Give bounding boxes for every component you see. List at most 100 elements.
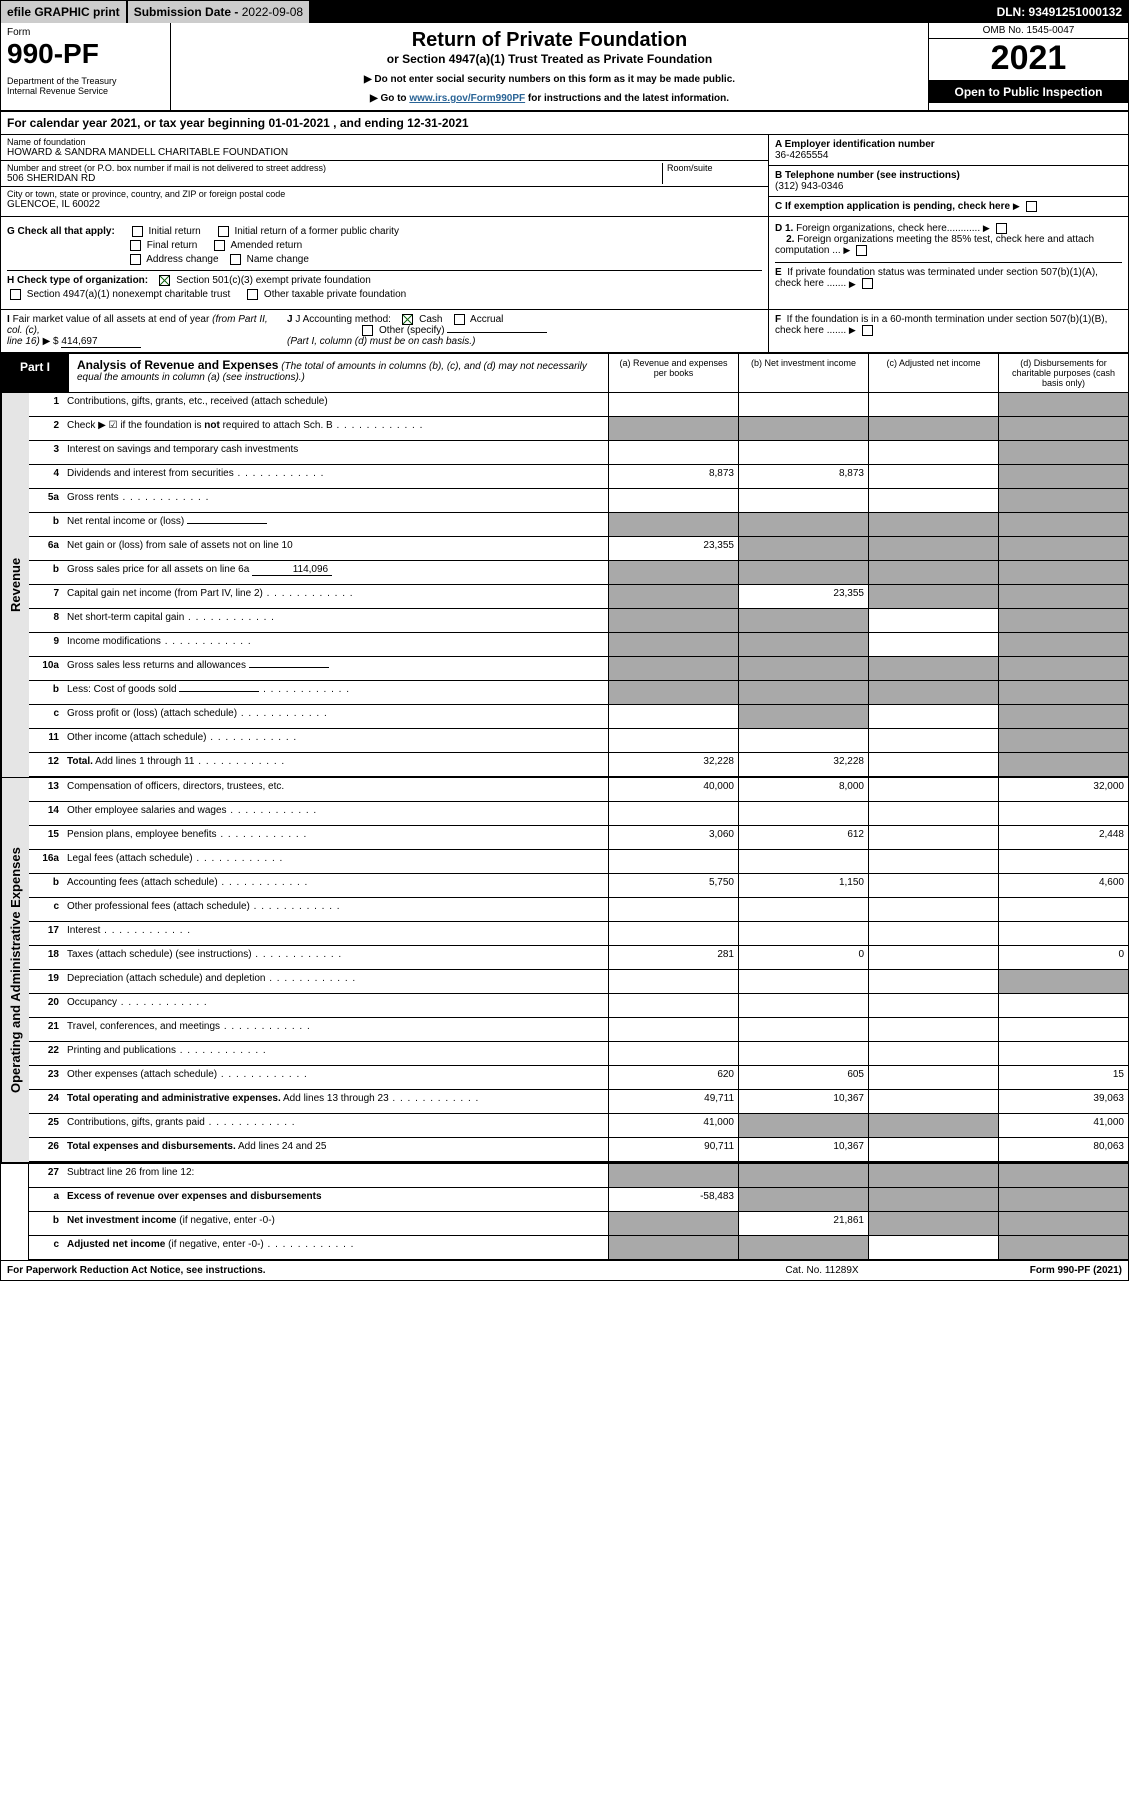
arrow-icon: [849, 325, 856, 336]
form-note2: ▶ Go to www.irs.gov/Form990PF for instru…: [179, 93, 920, 104]
header-left: Form 990-PF Department of the Treasury I…: [1, 23, 171, 110]
table-row: 12 Total. Add lines 1 through 11 32,228 …: [29, 753, 1128, 777]
cell-b: [738, 922, 868, 945]
h2-checkbox[interactable]: [10, 289, 21, 300]
g1-checkbox[interactable]: [132, 226, 143, 237]
cell-a: [608, 802, 738, 825]
g3-checkbox[interactable]: [130, 240, 141, 251]
cell-a: [608, 561, 738, 584]
exemption-section: C If exemption application is pending, c…: [769, 197, 1128, 216]
table-row: 3 Interest on savings and temporary cash…: [29, 441, 1128, 465]
row-label: Depreciation (attach schedule) and deple…: [63, 970, 608, 993]
cell-c: [868, 681, 998, 704]
cell-c: [868, 393, 998, 416]
row-number: 27: [29, 1164, 63, 1187]
row-label: Gross sales price for all assets on line…: [63, 561, 608, 584]
j-accrual-checkbox[interactable]: [454, 314, 465, 325]
g4-checkbox[interactable]: [214, 240, 225, 251]
row-number: 4: [29, 465, 63, 488]
address: 506 SHERIDAN RD: [7, 173, 662, 184]
cell-d: [998, 1236, 1128, 1259]
cell-c: [868, 705, 998, 728]
g6-checkbox[interactable]: [230, 254, 241, 265]
cell-c: [868, 1042, 998, 1065]
cell-d: [998, 753, 1128, 776]
cell-c: [868, 1114, 998, 1137]
cell-d: [998, 609, 1128, 632]
cell-d: 80,063: [998, 1138, 1128, 1161]
cell-b: [738, 513, 868, 536]
row-number: 15: [29, 826, 63, 849]
fmv-block: I Fair market value of all assets at end…: [1, 310, 1128, 354]
cell-b: 10,367: [738, 1138, 868, 1161]
part1-header: Part I Analysis of Revenue and Expenses …: [1, 354, 1128, 393]
j-other-checkbox[interactable]: [362, 325, 373, 336]
bottom-table: 27 Subtract line 26 from line 12: a Exce…: [1, 1162, 1128, 1260]
cell-a: 5,750: [608, 874, 738, 897]
j-label: J Accounting method:: [295, 314, 391, 325]
row-number: 12: [29, 753, 63, 776]
g2-checkbox[interactable]: [218, 226, 229, 237]
cell-a: [608, 1236, 738, 1259]
cell-c: [868, 1090, 998, 1113]
e-checkbox[interactable]: [862, 278, 873, 289]
row-number: c: [29, 705, 63, 728]
arrow-icon: [843, 245, 850, 256]
foundation-name: HOWARD & SANDRA MANDELL CHARITABLE FOUND…: [7, 147, 762, 158]
row-label: Contributions, gifts, grants paid: [63, 1114, 608, 1137]
header-mid: Return of Private Foundation or Section …: [171, 23, 928, 110]
form-link[interactable]: www.irs.gov/Form990PF: [409, 93, 525, 104]
row-label: Total expenses and disbursements. Add li…: [63, 1138, 608, 1161]
cell-b: [738, 633, 868, 656]
row-number: 6a: [29, 537, 63, 560]
cell-d: [998, 898, 1128, 921]
cell-a: [608, 657, 738, 680]
cell-d: [998, 729, 1128, 752]
h3-checkbox[interactable]: [247, 289, 258, 300]
cell-d: [998, 489, 1128, 512]
g3-label: Final return: [147, 240, 198, 251]
row-label: Accounting fees (attach schedule): [63, 874, 608, 897]
cell-b: [738, 970, 868, 993]
addr-label: Number and street (or P.O. box number if…: [7, 163, 662, 173]
footer-left: For Paperwork Reduction Act Notice, see …: [7, 1265, 722, 1276]
cell-c: [868, 1212, 998, 1235]
j-cash-checkbox[interactable]: [402, 314, 413, 325]
cell-d: [998, 417, 1128, 440]
cell-c: [868, 657, 998, 680]
cell-b: 612: [738, 826, 868, 849]
cell-d: [998, 850, 1128, 873]
cell-a: 49,711: [608, 1090, 738, 1113]
table-row: a Excess of revenue over expenses and di…: [29, 1188, 1128, 1212]
d2-checkbox[interactable]: [856, 245, 867, 256]
cell-a: [608, 609, 738, 632]
cell-c: [868, 922, 998, 945]
cell-c: [868, 970, 998, 993]
c-checkbox[interactable]: [1026, 201, 1037, 212]
calendar-year: For calendar year 2021, or tax year begi…: [1, 112, 1128, 135]
row-label: Total operating and administrative expen…: [63, 1090, 608, 1113]
g5-checkbox[interactable]: [130, 254, 141, 265]
g6-label: Name change: [247, 255, 309, 266]
cell-c: [868, 826, 998, 849]
cell-c: [868, 778, 998, 801]
row-number: b: [29, 561, 63, 584]
cell-b: 23,355: [738, 585, 868, 608]
cell-b: [738, 1018, 868, 1041]
row-number: 21: [29, 1018, 63, 1041]
d1-checkbox[interactable]: [996, 223, 1007, 234]
cell-d: 39,063: [998, 1090, 1128, 1113]
row-number: 26: [29, 1138, 63, 1161]
h1-checkbox[interactable]: [159, 275, 170, 286]
table-row: 5a Gross rents: [29, 489, 1128, 513]
f-checkbox[interactable]: [862, 325, 873, 336]
city: GLENCOE, IL 60022: [7, 199, 762, 210]
cell-d: 0: [998, 946, 1128, 969]
arrow-icon: [1013, 201, 1020, 212]
header-right: OMB No. 1545-0047 2021 Open to Public In…: [928, 23, 1128, 110]
efile-label: efile GRAPHIC print: [1, 1, 128, 23]
table-row: 9 Income modifications: [29, 633, 1128, 657]
expense-rows: 13 Compensation of officers, directors, …: [29, 778, 1128, 1162]
form-word: Form: [7, 27, 164, 38]
row-label: Less: Cost of goods sold: [63, 681, 608, 704]
